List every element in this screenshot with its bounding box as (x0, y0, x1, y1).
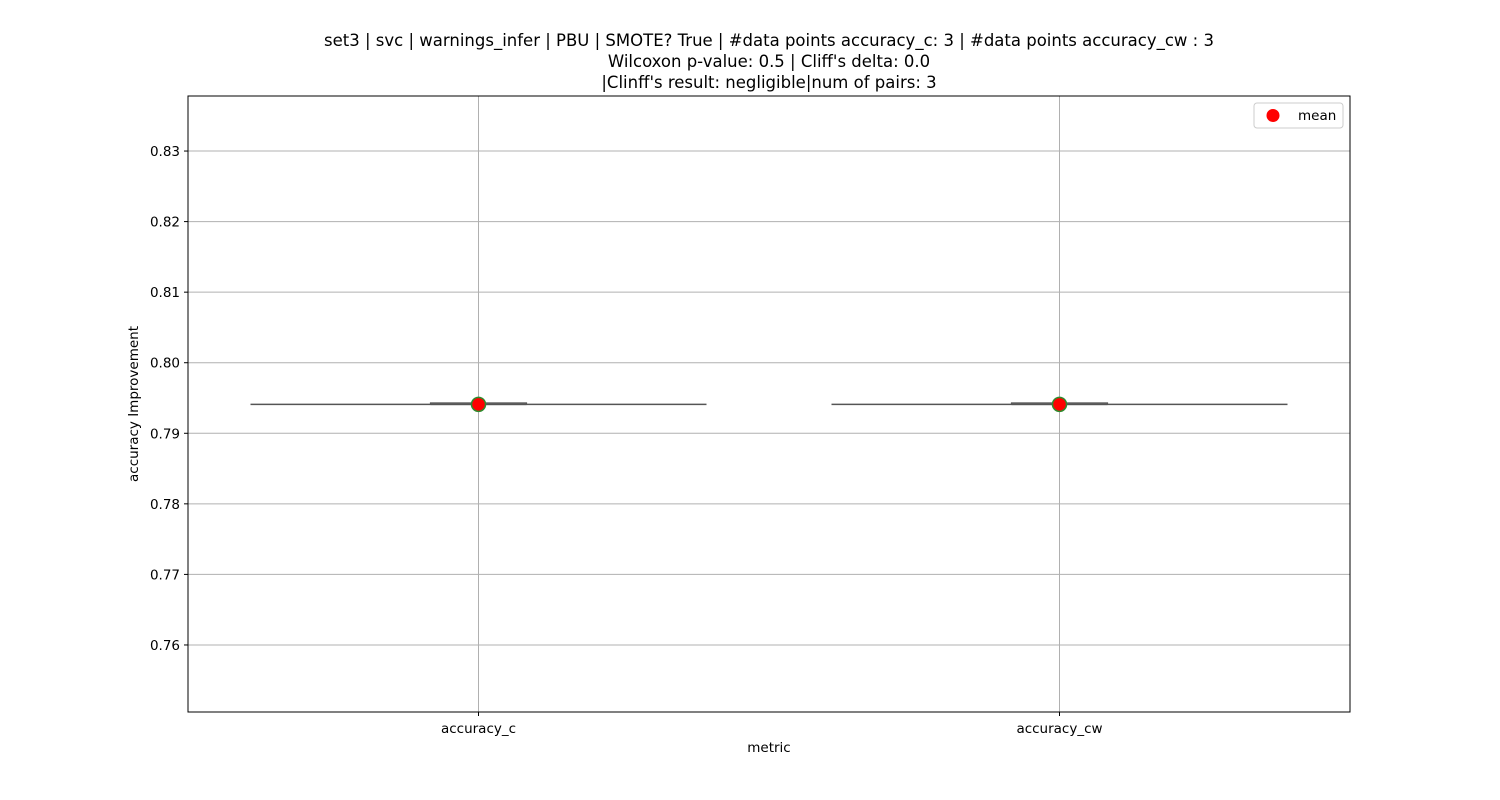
y-tick-label: 0.82 (150, 215, 180, 231)
x-axis-label: metric (747, 740, 790, 756)
grid-layer (188, 96, 1350, 712)
mean-marker (470, 396, 487, 413)
y-tick-label: 0.77 (150, 567, 180, 583)
x-tick-label: accuracy_c (441, 721, 516, 737)
plot-area (187, 95, 1351, 713)
y-axis: 0.76 0.77 0.78 0.79 0.80 0.81 0.82 0.83 (150, 144, 188, 654)
y-axis-label: accuracy Improvement (126, 326, 142, 482)
legend-frame (1253, 102, 1344, 129)
box-layer (250, 396, 1288, 413)
chart-title-line-2: Wilcoxon p-value: 0.5 | Cliff's delta: 0… (608, 52, 930, 71)
chart-title-line-1: set3 | svc | warnings_infer | PBU | SMOT… (324, 31, 1214, 51)
x-tick-label: accuracy_cw (1016, 721, 1102, 737)
y-tick-label: 0.83 (150, 144, 180, 160)
mean-marker (1051, 396, 1068, 413)
chart-title-line-3: |Clinff's result: negligible|num of pair… (601, 73, 936, 92)
legend-mean-label: mean (1298, 108, 1336, 124)
y-tick-label: 0.80 (150, 356, 180, 372)
y-tick-label: 0.81 (150, 285, 180, 301)
x-axis: accuracy_c accuracy_cw (441, 712, 1103, 737)
y-tick-label: 0.79 (150, 426, 180, 442)
plot-frame (187, 95, 1351, 713)
y-tick-label: 0.78 (150, 497, 180, 513)
legend-mean-marker (1266, 109, 1280, 122)
y-tick-label: 0.76 (150, 638, 180, 654)
legend: mean (1253, 102, 1344, 129)
